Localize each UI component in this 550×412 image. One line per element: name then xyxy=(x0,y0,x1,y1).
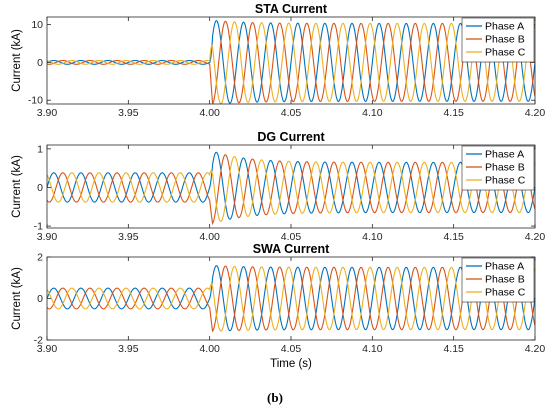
sta-current-chart: STA Current 3.90 3.95 4.00 4.05 4.10 4.15 4.20 -… xyxy=(11,2,545,119)
legend-entry: Phase A xyxy=(485,261,524,273)
y-tick-label: 10 xyxy=(31,19,43,31)
x-axis-label: Time (s) xyxy=(270,358,312,370)
series-group xyxy=(47,151,535,226)
x-tick-label: 4.10 xyxy=(362,231,383,243)
series-line-phase-c xyxy=(47,21,535,104)
x-tick-label: 3.90 xyxy=(37,107,58,119)
x-tick-label: 4.20 xyxy=(525,231,546,243)
series-line-phase-b xyxy=(47,20,535,104)
x-tick-label: 4.05 xyxy=(281,343,302,355)
chart-title: STA Current xyxy=(255,2,328,16)
x-tick-label: 4.00 xyxy=(199,107,220,119)
x-tick-label: 4.20 xyxy=(525,107,546,119)
x-tick-label: 4.05 xyxy=(281,231,302,243)
x-tick-label: 4.10 xyxy=(362,343,383,355)
swa-current-chart: SWA Current 3.90 3.95 4.00 4.05 4.10 4.15 4.20 -… xyxy=(11,242,545,370)
dg-current-chart: DG Current 3.90 3.95 4.00 4.05 4.10 4.15 4.20 -1… xyxy=(11,130,545,243)
y-axis-label: Current (kA) xyxy=(11,155,23,218)
x-tick-label: 4.20 xyxy=(525,343,546,355)
series-group xyxy=(47,20,535,104)
legend-entry: Phase B xyxy=(485,162,525,174)
legend-entry: Phase A xyxy=(485,149,524,161)
x-tick-label: 4.10 xyxy=(362,107,383,119)
y-tick-label: 0 xyxy=(37,293,43,305)
x-tick-label: 4.00 xyxy=(199,343,220,355)
y-axis-label: Current (kA) xyxy=(11,29,23,92)
legend-entry: Phase C xyxy=(485,47,526,59)
legend-entry: Phase C xyxy=(485,287,526,299)
x-tick-label: 3.90 xyxy=(37,231,58,243)
y-tick-label: 0 xyxy=(37,57,43,69)
y-tick-label: -10 xyxy=(28,95,43,107)
series-line-phase-b xyxy=(47,265,535,333)
y-tick-label: -2 xyxy=(34,335,43,347)
x-tick-label: 4.05 xyxy=(281,107,302,119)
series-line-phase-b xyxy=(47,154,535,226)
x-tick-label: 3.90 xyxy=(37,343,58,355)
x-tick-label: 4.15 xyxy=(443,107,464,119)
figure-caption: (b) xyxy=(267,390,283,405)
legend-box xyxy=(461,145,535,191)
legend-box xyxy=(461,257,535,303)
series-line-phase-a xyxy=(47,265,535,332)
x-tick-label: 3.95 xyxy=(118,107,139,119)
y-tick-label: -1 xyxy=(34,221,43,233)
x-tick-label: 4.00 xyxy=(199,231,220,243)
legend-entry: Phase A xyxy=(485,21,524,33)
series-group xyxy=(47,265,535,333)
legend-entry: Phase B xyxy=(485,34,525,46)
x-tick-label: 3.95 xyxy=(118,231,139,243)
x-tick-label: 4.15 xyxy=(443,343,464,355)
y-tick-label: 1 xyxy=(37,143,43,155)
legend-entry: Phase C xyxy=(485,175,526,187)
x-tick-label: 3.95 xyxy=(118,343,139,355)
chart-title: SWA Current xyxy=(253,242,330,256)
series-line-phase-c xyxy=(47,265,535,332)
series-line-phase-a xyxy=(47,151,535,220)
y-axis-label: Current (kA) xyxy=(11,267,23,330)
series-line-phase-a xyxy=(47,20,535,104)
y-tick-label: 0 xyxy=(37,182,43,194)
series-line-phase-c xyxy=(47,156,535,222)
chart-title: DG Current xyxy=(257,130,325,144)
legend-box xyxy=(461,17,535,63)
y-tick-label: 2 xyxy=(37,252,43,264)
legend-entry: Phase B xyxy=(485,274,525,286)
x-tick-label: 4.15 xyxy=(443,231,464,243)
